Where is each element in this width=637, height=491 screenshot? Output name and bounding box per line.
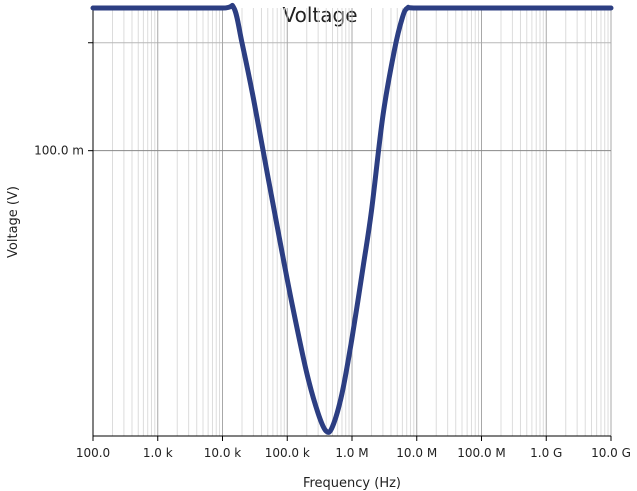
- x-tick-label: 10.0 M: [396, 446, 437, 460]
- x-tick-label: 100.0 k: [265, 446, 310, 460]
- chart-title: Voltage: [282, 3, 357, 27]
- x-axis-title: Frequency (Hz): [303, 476, 401, 491]
- x-tick-label: 1.0 k: [143, 446, 173, 460]
- series-line: [90, 2, 614, 435]
- x-tick-label: 1.0 G: [530, 446, 562, 460]
- series-group: [90, 2, 614, 435]
- x-tick-label: 100.0 M: [457, 446, 506, 460]
- x-tick-label: 10.0 k: [204, 446, 242, 460]
- x-tick-label: 10.0 G: [591, 446, 631, 460]
- minor-gridlines: [93, 8, 611, 436]
- y-tick-label: 100.0 m: [34, 144, 84, 158]
- y-axis-title: Voltage (V): [6, 186, 21, 258]
- axis-ticks: 100.0 1.0 k 10.0 k 100.0 k 1.0 M 10.0 M 100.0 …: [34, 42, 631, 460]
- major-gridlines: [92, 8, 612, 436]
- x-tick-label: 100.0: [76, 446, 110, 460]
- x-tick-label: 1.0 M: [335, 446, 368, 460]
